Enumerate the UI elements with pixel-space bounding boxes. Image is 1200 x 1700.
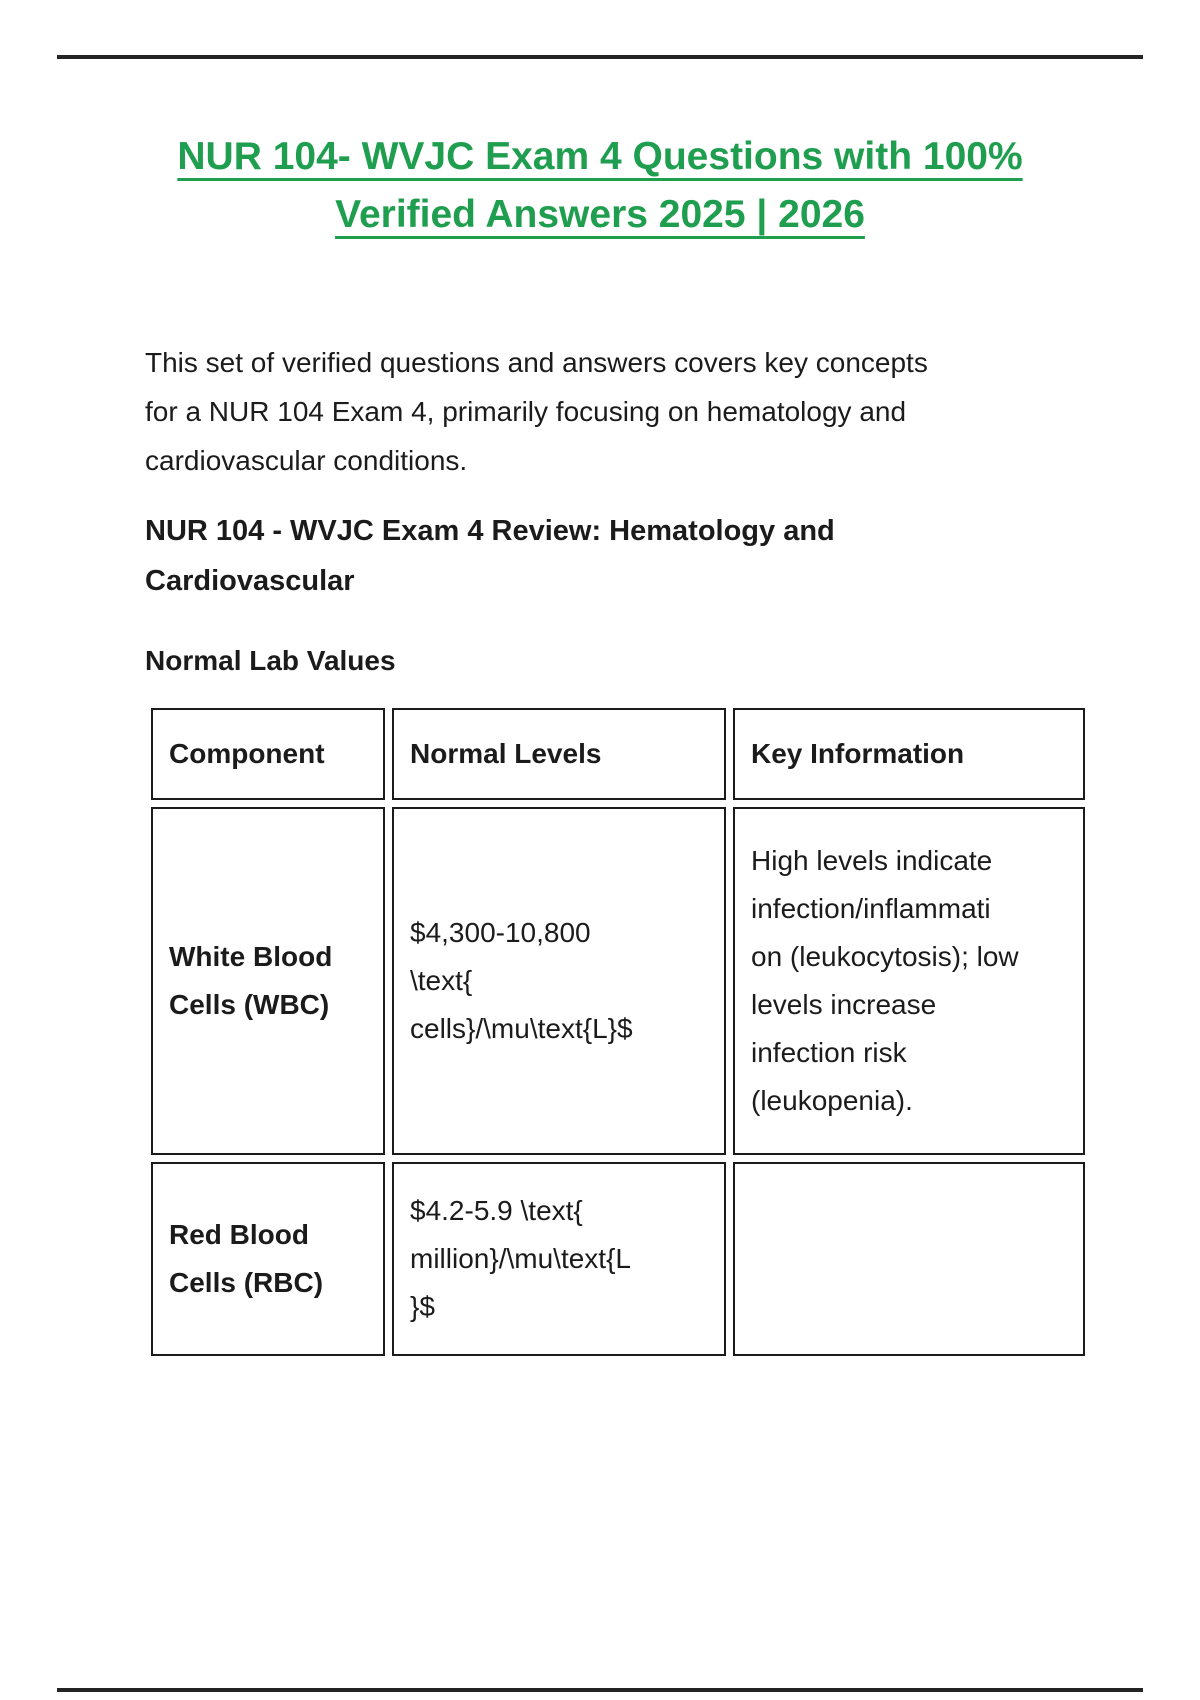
section-heading: NUR 104 - WVJC Exam 4 Review: Hematology… — [145, 515, 835, 597]
cell-key-information: High levels indicate infection/inflammat… — [733, 807, 1085, 1155]
table-header-row: Component Normal Levels Key Information — [151, 708, 1085, 800]
cell-normal-levels: $4,300-10,800 \text{ cells}/\mu\text{L}$ — [392, 807, 726, 1155]
subsection-heading: Normal Lab Values — [145, 645, 396, 676]
table-row-wbc: White Blood Cells (WBC) $4,300-10,800 \t… — [151, 807, 1085, 1155]
cell-component: White Blood Cells (WBC) — [151, 807, 385, 1155]
bottom-divider — [57, 1688, 1143, 1692]
page-title: NUR 104- WVJC Exam 4 Questions with 100%… — [177, 135, 1023, 236]
intro-paragraph: This set of verified questions and answe… — [145, 347, 928, 476]
table-row-rbc: Red Blood Cells (RBC) $4.2-5.9 \text{ mi… — [151, 1162, 1085, 1356]
normal-lab-values-table: Component Normal Levels Key Information … — [144, 701, 1092, 1363]
header-cell-component: Component — [151, 708, 385, 800]
cell-key-information — [733, 1162, 1085, 1356]
cell-normal-levels: $4.2-5.9 \text{ million}/\mu\text{L }$ — [392, 1162, 726, 1356]
header-cell-normal-levels: Normal Levels — [392, 708, 726, 800]
cell-component: Red Blood Cells (RBC) — [151, 1162, 385, 1356]
top-divider — [57, 55, 1143, 59]
header-cell-key-information: Key Information — [733, 708, 1085, 800]
